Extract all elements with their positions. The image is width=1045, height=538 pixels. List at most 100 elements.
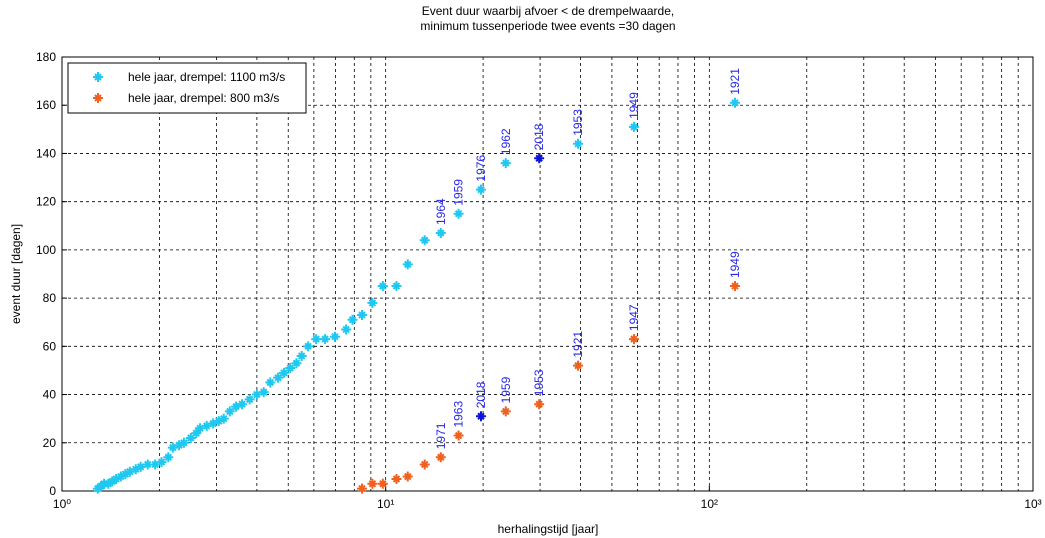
data-point	[377, 478, 388, 489]
y-tick-label: 80	[43, 291, 57, 305]
data-point	[167, 442, 178, 453]
annotation: 1963	[452, 401, 466, 428]
data-point	[115, 471, 126, 482]
annotation: 1921	[728, 68, 742, 95]
data-point	[120, 469, 131, 480]
y-tick-label: 120	[36, 195, 56, 209]
data-point	[419, 459, 430, 470]
y-axis-label: event duur [dagen]	[9, 224, 23, 324]
x-tick-label: 10⁰	[53, 497, 71, 511]
data-point	[453, 430, 464, 441]
x-axis-label: herhalingstijd [jaar]	[498, 522, 599, 536]
data-point	[265, 377, 276, 388]
data-point	[174, 440, 185, 451]
chart-title: minimum tussenperiode twee events =30 da…	[420, 19, 675, 33]
data-point	[278, 367, 289, 378]
data-point	[213, 416, 224, 427]
annotation: 1949	[627, 92, 641, 119]
y-tick-label: 60	[43, 339, 57, 353]
y-tick-label: 140	[36, 146, 56, 160]
data-point	[208, 418, 219, 429]
data-point	[367, 297, 378, 308]
data-point	[729, 97, 740, 108]
data-point	[475, 411, 486, 422]
y-tick-label: 100	[36, 243, 56, 257]
x-tick-label: 10³	[1024, 497, 1041, 511]
data-point	[258, 387, 269, 398]
data-point	[237, 399, 248, 410]
y-tick-label: 20	[43, 436, 57, 450]
data-point	[156, 457, 167, 468]
data-point	[391, 473, 402, 484]
data-point	[402, 471, 413, 482]
data-point	[729, 281, 740, 292]
data-point	[135, 461, 146, 472]
annotation: 1964	[434, 198, 448, 225]
data-point	[320, 334, 331, 345]
data-point	[347, 314, 358, 325]
annotation: 1962	[499, 128, 513, 155]
data-point	[124, 466, 135, 477]
data-point	[628, 334, 639, 345]
data-point	[224, 406, 235, 417]
data-point	[142, 459, 153, 470]
data-point	[367, 478, 378, 489]
legend: hele jaar, drempel: 1100 m3/s hele jaar, …	[67, 62, 307, 114]
data-point	[273, 372, 284, 383]
data-point	[231, 401, 242, 412]
chart-title: Event duur waarbij afvoer < de drempelwa…	[422, 4, 674, 18]
y-tick-label: 180	[36, 50, 56, 64]
data-point	[534, 399, 545, 410]
legend-box	[67, 62, 307, 114]
data-point	[107, 476, 118, 487]
y-tick-label: 160	[36, 98, 56, 112]
data-point	[191, 428, 202, 439]
data-point	[356, 309, 367, 320]
data-point	[500, 158, 511, 169]
legend-marker	[93, 72, 103, 82]
data-point	[402, 259, 413, 270]
data-point	[218, 413, 229, 424]
data-point	[534, 153, 545, 164]
annotation: 1953	[532, 369, 546, 396]
data-point	[163, 452, 174, 463]
data-point	[573, 360, 584, 371]
data-point	[285, 363, 296, 374]
data-point	[178, 437, 189, 448]
y-tick-label: 0	[49, 484, 56, 498]
data-point	[329, 331, 340, 342]
data-point	[291, 358, 302, 369]
data-point	[244, 394, 255, 405]
data-point	[92, 483, 103, 494]
data-point	[453, 208, 464, 219]
x-tick-label: 10¹	[377, 497, 394, 511]
annotation: 1949	[728, 251, 742, 278]
legend-label: hele jaar, drempel: 1100 m3/s	[128, 70, 285, 84]
data-point	[341, 324, 352, 335]
annotation: 1959	[499, 376, 513, 403]
data-point	[435, 228, 446, 239]
data-point	[475, 184, 486, 195]
data-point	[296, 350, 307, 361]
data-point	[377, 281, 388, 292]
annotation: 1971	[434, 422, 448, 449]
legend-marker	[93, 93, 103, 103]
data-point	[419, 235, 430, 246]
data-point	[195, 423, 206, 434]
data-point	[201, 420, 212, 431]
data-point	[435, 452, 446, 463]
data-point	[130, 464, 141, 475]
annotation: 1947	[627, 304, 641, 331]
data-point	[185, 432, 196, 443]
data-point	[111, 473, 122, 484]
annotation: 1953	[571, 109, 585, 136]
data-point	[311, 334, 322, 345]
data-point	[303, 341, 314, 352]
annotation: 2018	[474, 381, 488, 408]
data-point	[573, 138, 584, 149]
y-tick-label: 40	[43, 388, 57, 402]
data-point	[391, 281, 402, 292]
data-point	[150, 459, 161, 470]
data-point	[251, 389, 262, 400]
data-point	[356, 483, 367, 494]
